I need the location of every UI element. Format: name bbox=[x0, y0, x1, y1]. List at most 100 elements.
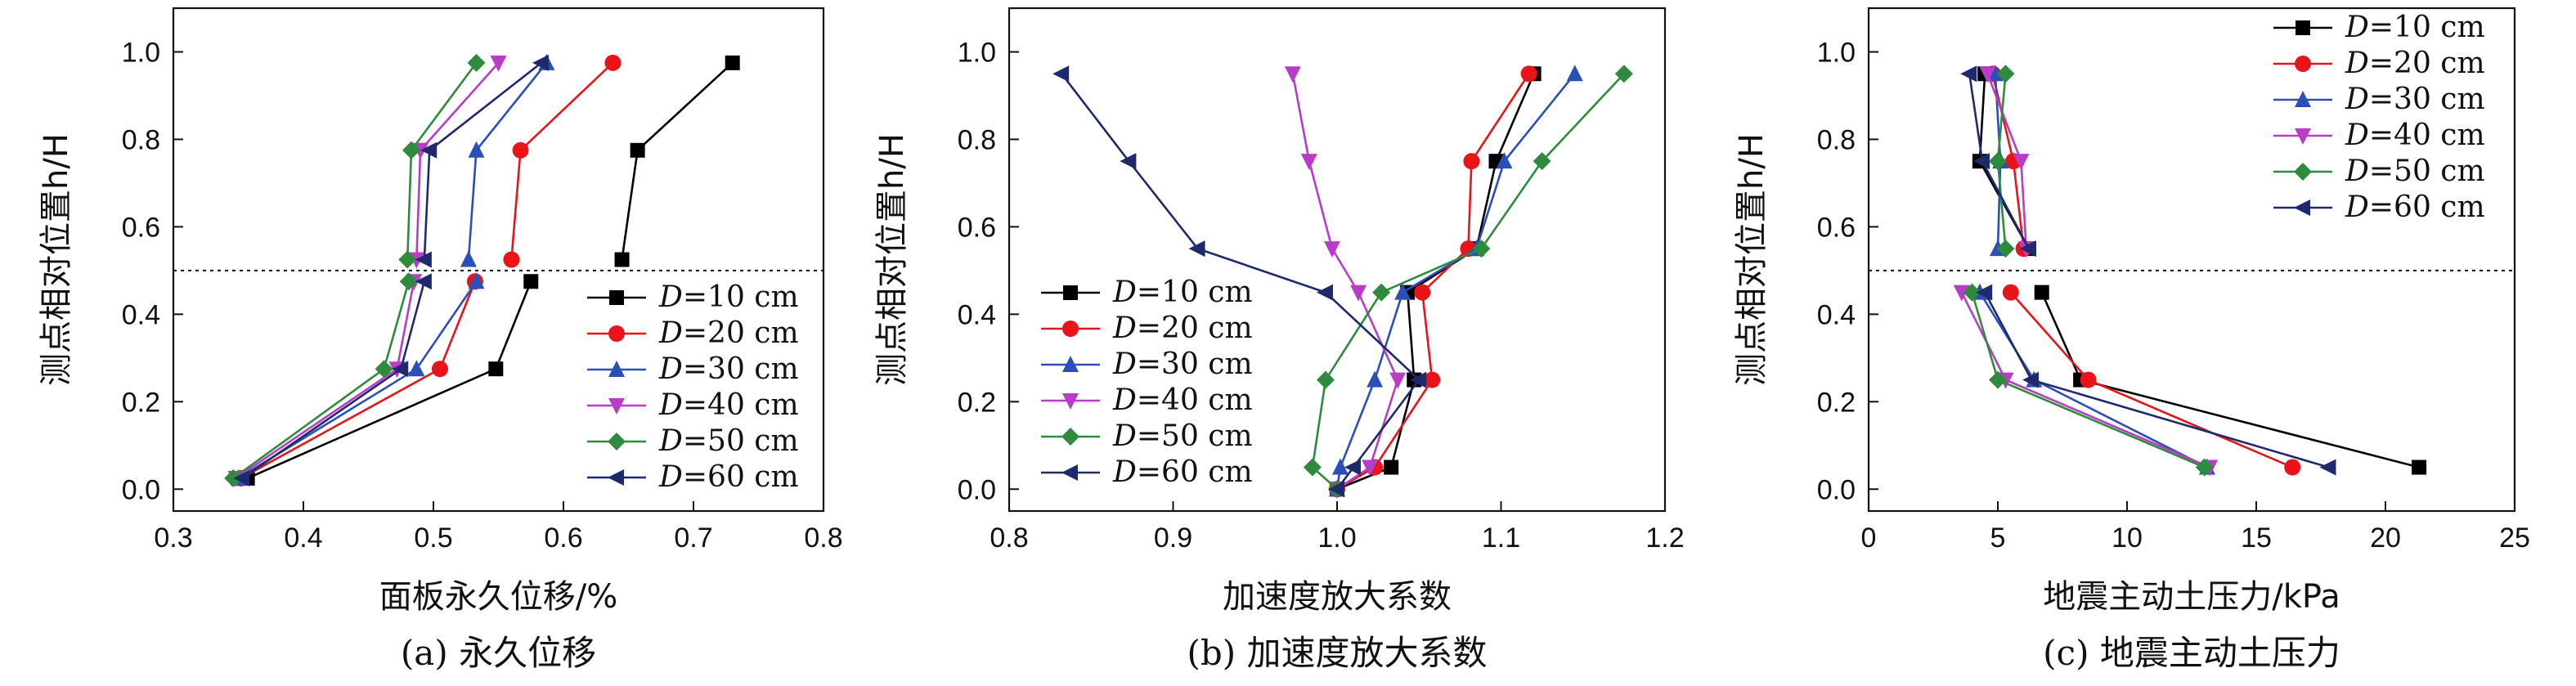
data-point bbox=[1520, 65, 1537, 83]
data-point bbox=[614, 252, 630, 267]
legend-marker bbox=[608, 469, 624, 486]
legend-label: D=60 cm bbox=[2345, 191, 2485, 224]
series-line bbox=[247, 280, 532, 480]
data-point bbox=[375, 360, 393, 379]
series-1 bbox=[1330, 66, 1542, 497]
panel-b-acceleration-amplification: 0.8 0.9 1.0 1.1 1.2 0.0 0.2 0.4 0.6 0.8 1.0 加速度放大系数… bbox=[873, 7, 1685, 673]
panel-caption: (b) 加速度放大系数 bbox=[1187, 633, 1487, 673]
data-point bbox=[1963, 283, 1981, 302]
legend-label: D=10 cm bbox=[1112, 276, 1253, 309]
data-point bbox=[1986, 65, 2004, 82]
data-point bbox=[2019, 240, 2036, 258]
legend-marker bbox=[1062, 356, 1079, 372]
legend-marker bbox=[609, 290, 624, 305]
legend-label: D=40 cm bbox=[2345, 119, 2485, 152]
legend-label: D=30 cm bbox=[1112, 347, 1253, 381]
series-line bbox=[1336, 73, 1530, 491]
y-tick-label: 0.4 bbox=[958, 299, 996, 330]
data-point bbox=[460, 250, 477, 267]
legend: D=10 cmD=20 cmD=30 cmD=40 cmD=50 cmD=60 … bbox=[1041, 276, 1253, 489]
data-point bbox=[1953, 285, 1970, 302]
series-line bbox=[1335, 73, 1576, 490]
x-tick-label: 1.1 bbox=[1482, 522, 1520, 554]
x-tick-label: 5 bbox=[1990, 522, 2006, 554]
data-point bbox=[431, 361, 448, 378]
data-point bbox=[1350, 285, 1367, 302]
legend-label: D=30 cm bbox=[658, 352, 799, 386]
data-point bbox=[1463, 153, 1480, 170]
data-point bbox=[1362, 460, 1379, 477]
data-point bbox=[1389, 372, 1407, 389]
data-point bbox=[2034, 285, 2049, 300]
data-point bbox=[1384, 460, 1399, 475]
x-tick-label: 25 bbox=[2499, 522, 2530, 554]
data-point bbox=[523, 274, 539, 289]
data-point bbox=[399, 272, 418, 291]
series-line bbox=[467, 62, 548, 260]
legend-marker bbox=[2296, 20, 2310, 35]
series-5 bbox=[1963, 65, 2214, 477]
y-tick-label: 0.6 bbox=[1817, 212, 1856, 243]
series-1 bbox=[240, 55, 740, 486]
data-point bbox=[2013, 154, 2030, 171]
y-axis-label: 测点相对位置h/H bbox=[1733, 133, 1770, 386]
data-point bbox=[1300, 154, 1317, 171]
data-point bbox=[1372, 283, 1391, 302]
legend-marker bbox=[1063, 285, 1078, 300]
x-axis-label: 地震主动土压力/kPa bbox=[2043, 578, 2340, 616]
data-point bbox=[1960, 65, 1977, 83]
y-tick-label: 0.0 bbox=[958, 474, 996, 505]
legend-marker bbox=[2295, 91, 2311, 107]
legend-label: D=30 cm bbox=[2345, 83, 2485, 116]
series-line bbox=[1291, 73, 1399, 491]
panel-caption: (a) 永久位移 bbox=[401, 633, 596, 673]
data-point bbox=[1344, 459, 1362, 476]
y-tick-label: 0.4 bbox=[1817, 299, 1856, 330]
legend-marker bbox=[608, 433, 626, 451]
data-point bbox=[1566, 65, 1583, 82]
y-tick-label: 0.2 bbox=[1817, 387, 1856, 418]
data-point bbox=[1979, 66, 1996, 83]
data-point bbox=[630, 142, 645, 158]
data-point bbox=[1989, 152, 2007, 171]
data-point bbox=[1188, 240, 1205, 258]
data-point bbox=[1120, 153, 1137, 170]
legend: D=10 cmD=20 cmD=30 cmD=40 cmD=50 cmD=60 … bbox=[587, 280, 799, 494]
data-point bbox=[725, 55, 740, 70]
series-line bbox=[510, 61, 614, 260]
series-6 bbox=[1960, 65, 2336, 476]
series-line bbox=[1336, 73, 1535, 491]
data-point bbox=[420, 141, 438, 159]
y-tick-label: 0.8 bbox=[122, 124, 160, 155]
x-tick-label: 0.5 bbox=[414, 522, 452, 554]
legend-marker bbox=[2294, 163, 2312, 181]
y-tick-label: 0.2 bbox=[122, 387, 160, 418]
data-point bbox=[392, 361, 409, 378]
data-point bbox=[2319, 459, 2336, 476]
series-2 bbox=[232, 54, 622, 486]
series-6 bbox=[233, 54, 549, 486]
data-point bbox=[408, 360, 425, 377]
x-tick-label: 0.6 bbox=[544, 522, 582, 554]
data-point bbox=[1996, 240, 2015, 258]
y-tick-label: 1.0 bbox=[958, 37, 996, 68]
x-tick-label: 1.0 bbox=[1317, 522, 1356, 554]
series-5 bbox=[224, 53, 486, 487]
x-tick-label: 0.8 bbox=[990, 522, 1028, 554]
y-tick-label: 1.0 bbox=[122, 37, 160, 68]
x-tick-label: 0 bbox=[1861, 522, 1877, 554]
data-point bbox=[490, 55, 507, 72]
legend-label: D=40 cm bbox=[658, 388, 799, 422]
data-point bbox=[2022, 371, 2040, 388]
legend-label: D=60 cm bbox=[658, 460, 799, 494]
series-3 bbox=[1329, 65, 1583, 497]
series-line bbox=[1311, 73, 1625, 491]
data-point bbox=[488, 361, 504, 377]
y-tick-label: 0.8 bbox=[958, 124, 996, 155]
data-point bbox=[398, 250, 417, 269]
legend-marker bbox=[1061, 464, 1078, 481]
plot-frame bbox=[1867, 7, 2516, 513]
x-tick-label: 0.7 bbox=[674, 522, 712, 554]
data-point bbox=[2284, 459, 2301, 476]
legend: D=10 cmD=20 cmD=30 cmD=40 cmD=50 cmD=60 … bbox=[2273, 11, 2485, 224]
